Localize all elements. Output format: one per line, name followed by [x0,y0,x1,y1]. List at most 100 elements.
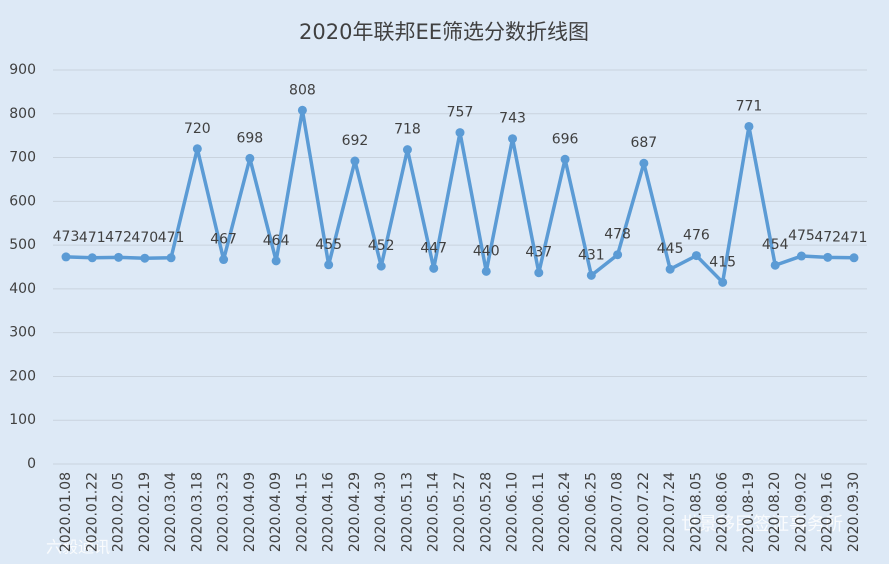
x-tick-label: 2020.05.27 [452,472,468,552]
data-label: 473 [53,229,80,245]
data-label: 452 [368,238,395,254]
point [245,153,255,163]
x-tick-label: 2020.07.24 [662,472,678,552]
data-label: 696 [552,131,579,147]
data-label: 455 [315,237,342,253]
data-label: 698 [236,130,263,146]
data-label: 471 [79,230,106,246]
y-tick-label: 400 [9,281,36,297]
x-tick-label: 2020.01.08 [58,472,74,552]
point [691,251,701,261]
data-label: 471 [841,230,868,246]
x-tick-label: 2020.05.13 [399,472,415,552]
data-label: 808 [289,82,316,98]
point [350,156,360,166]
y-tick-label: 900 [9,62,36,78]
data-label: 472 [814,229,841,245]
y-tick-label: 200 [9,368,36,384]
watermark: 六毅通讯 [46,538,110,557]
point [560,154,570,164]
data-label: 743 [499,111,526,127]
y-tick-label: 800 [9,106,36,122]
data-label: 445 [657,241,684,257]
x-tick-label: 2020.09.16 [820,472,836,552]
x-tick-label: 2020.04.29 [347,472,363,552]
x-tick-label: 2020.04.09 [242,472,258,552]
x-tick-label: 2020.07.08 [610,472,626,552]
point [586,270,596,280]
data-label: 692 [342,133,369,149]
data-label: 472 [105,229,132,245]
data-label: 440 [473,243,500,259]
data-label: 757 [447,105,474,121]
data-label: 454 [762,237,789,253]
point [481,266,491,276]
point [192,144,202,154]
y-tick-label: 600 [9,193,36,209]
x-tick-label: 2020.04.15 [294,472,310,552]
point [271,256,281,266]
data-label: 415 [709,254,736,270]
point [534,268,544,278]
point [613,250,623,260]
point [166,253,176,263]
point [849,253,859,263]
y-tick-label: 100 [9,412,36,428]
data-label: 467 [210,232,237,248]
x-tick-label: 2020.02.19 [137,472,153,552]
x-tick-label: 2020.06.25 [583,472,599,552]
point [823,252,833,262]
data-label: 431 [578,247,605,263]
x-tick-label: 2020.09.02 [793,472,809,552]
x-tick-label: 2020.04.16 [321,472,337,552]
y-tick-label: 500 [9,237,36,253]
x-tick-label: 2020.01.22 [84,472,100,552]
point [665,264,675,274]
point [219,255,229,265]
data-label: 718 [394,122,421,138]
x-tick-label: 2020.08-19 [741,472,757,553]
x-tick-label: 2020.06.10 [505,472,521,552]
data-label: 470 [131,230,158,246]
x-tick-label: 2020.03.18 [189,472,205,552]
data-label: 476 [683,228,710,244]
data-label: 447 [420,240,447,256]
point [508,134,518,144]
point [770,260,780,270]
point [639,158,649,168]
chart-title: 2020年联邦EE筛选分数折线图 [299,20,589,44]
x-tick-label: 2020.05.28 [478,472,494,552]
x-tick-label: 2020.04.09 [268,472,284,552]
data-label: 687 [630,135,657,151]
point [796,251,806,261]
data-label: 464 [263,233,290,249]
data-label: 471 [158,230,185,246]
point [140,253,150,263]
point [455,128,465,138]
point [402,145,412,155]
point [744,121,754,131]
data-label: 720 [184,121,211,137]
x-tick-label: 2020.05.14 [426,472,442,552]
point [429,263,439,273]
data-label: 437 [525,245,552,261]
x-tick-label: 2020.08.06 [715,472,731,552]
x-tick-label: 2020.06.11 [531,472,547,552]
x-tick-label: 2020.09.30 [846,472,862,552]
point [718,277,728,287]
x-tick-label: 2020.02.05 [111,472,127,552]
x-tick-label: 2020.08.05 [688,472,704,552]
watermark: 世景移民签证事务所 [681,514,843,535]
y-tick-label: 0 [27,456,36,472]
x-tick-label: 2020.07.22 [636,472,652,552]
point [61,252,71,262]
data-label: 475 [788,228,815,244]
point [114,252,124,262]
y-tick-label: 300 [9,325,36,341]
x-tick-label: 2020.03.23 [216,472,232,552]
point [297,105,307,115]
point [87,253,97,263]
data-label: 478 [604,227,631,243]
x-tick-label: 2020.06.24 [557,472,573,552]
